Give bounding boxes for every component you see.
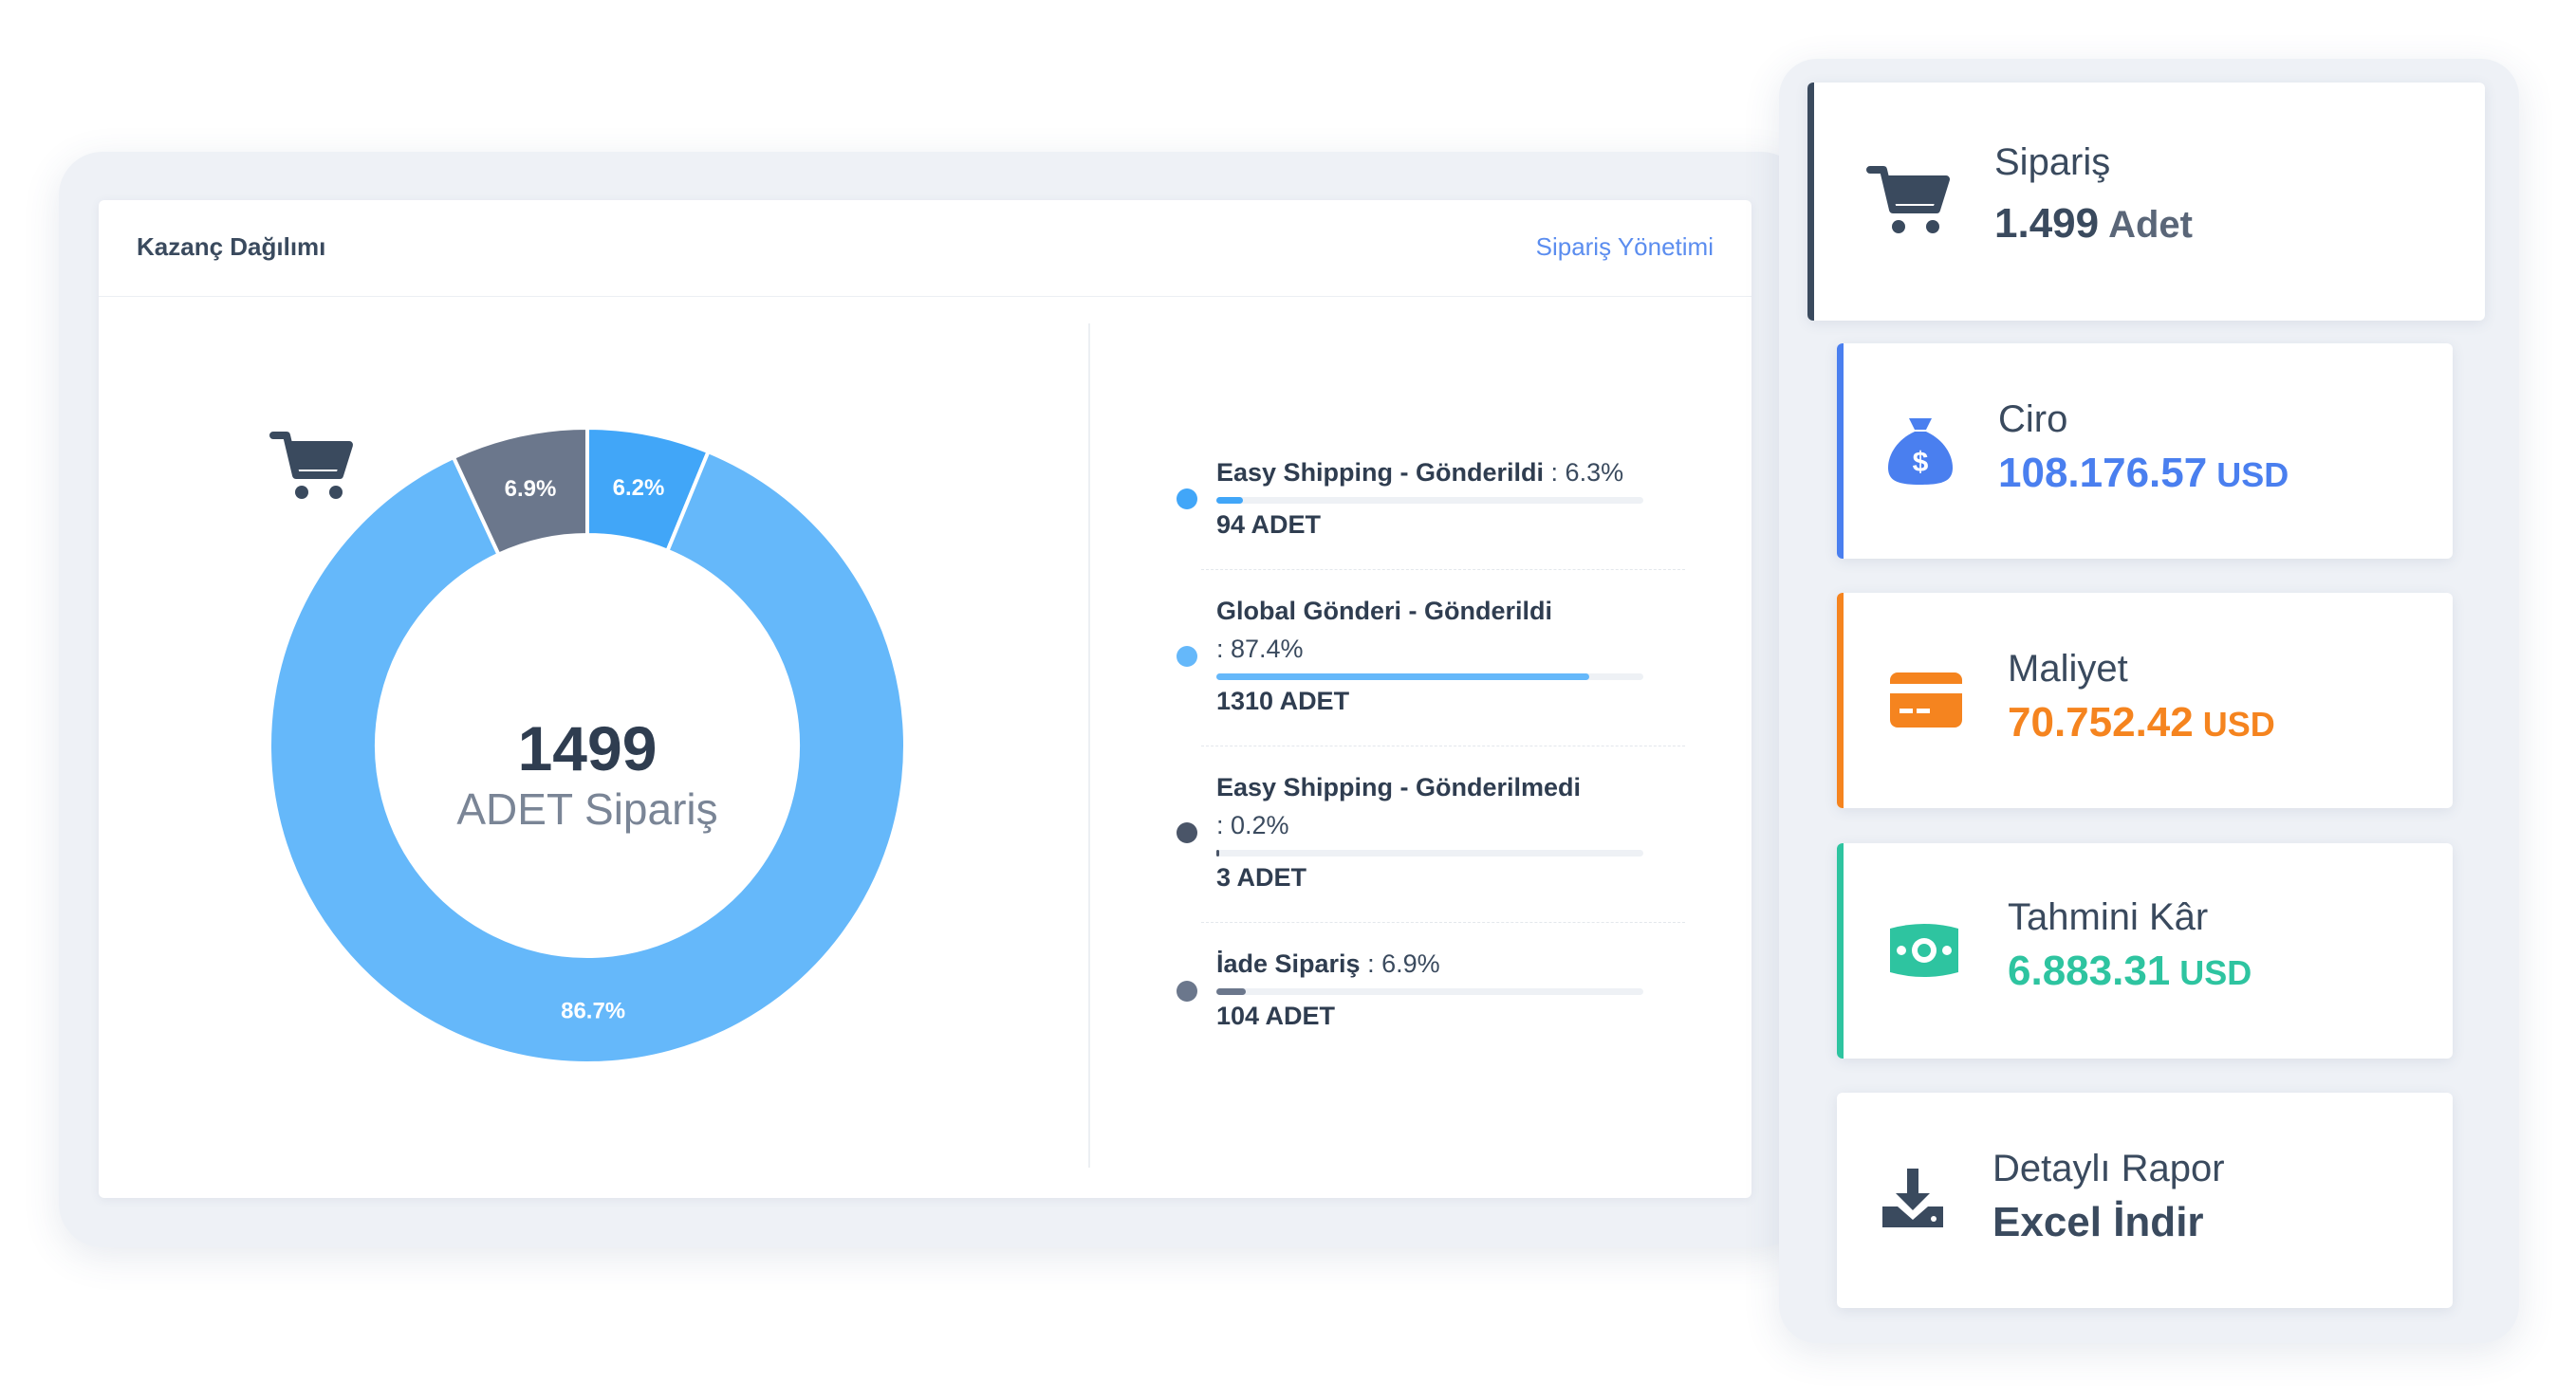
kpi-unit: Adet	[2108, 204, 2193, 246]
legend-item-count: 104 ADET	[1216, 1002, 1336, 1030]
kpi-value-number: 1.499	[1994, 200, 2100, 247]
legend-list: Easy Shipping - Gönderildi : 6.3% 94 ADE…	[1177, 0, 1708, 1400]
legend-progress-bar	[1216, 988, 1643, 995]
credit-card-icon	[1890, 672, 1962, 728]
legend-dot	[1177, 822, 1197, 843]
legend-separator	[1201, 922, 1685, 923]
legend-progress-bar	[1216, 850, 1643, 857]
card-title: Kazanç Dağılımı	[137, 232, 326, 261]
kpi-value: Excel İndir	[1992, 1199, 2204, 1245]
kpi-label: Tahmini Kâr	[2008, 896, 2209, 938]
legend-dot	[1177, 981, 1197, 1002]
donut-svg: 6.2% 86.7% 6.9%	[269, 428, 905, 1063]
svg-text:$: $	[1913, 447, 1929, 478]
legend-item-text: Global Gönderi - Gönderildi : 87.4%	[1216, 592, 1662, 668]
cart-icon	[1866, 166, 1950, 233]
legend-dot	[1177, 646, 1197, 667]
cart-icon	[269, 432, 353, 499]
kpi-card-cost: Maliyet 70.752.42 USD	[1837, 593, 2453, 808]
legend-item-text: Easy Shipping - Gönderilmedi : 0.2%	[1216, 768, 1662, 844]
legend-progress-bar	[1216, 673, 1643, 680]
legend-item-percent: : 6.9%	[1367, 949, 1440, 978]
kpi-label: Sipariş	[1994, 141, 2111, 183]
kpi-card-revenue: $ Ciro 108.176.57 USD	[1837, 343, 2453, 559]
donut-slice-label: 6.9%	[505, 476, 557, 502]
kpi-accent	[1837, 593, 1844, 808]
kpi-accent	[1837, 343, 1844, 559]
donut-slice-label: 6.2%	[613, 475, 665, 501]
kpi-value-number: 6.883.31	[2008, 948, 2171, 994]
kpi-value: 6.883.31 USD	[2008, 948, 2252, 995]
kpi-value: 108.176.57 USD	[1998, 450, 2289, 497]
kpi-accent	[1837, 843, 1844, 1059]
legend-item-percent: : 0.2%	[1216, 811, 1289, 839]
kpi-accent	[1807, 83, 1814, 321]
kpi-card-profit: Tahmini Kâr 6.883.31 USD	[1837, 843, 2453, 1059]
kpi-unit: USD	[2202, 705, 2275, 744]
legend-item-count: 3 ADET	[1216, 863, 1307, 892]
legend-item-name: Global Gönderi - Gönderildi	[1216, 597, 1553, 625]
legend-item-percent: : 6.3%	[1550, 458, 1624, 487]
download-icon	[1882, 1169, 1943, 1227]
donut-slice-label: 86.7%	[561, 998, 625, 1023]
legend-separator	[1201, 569, 1685, 570]
legend-progress-fill	[1216, 988, 1247, 995]
kpi-value: 1.499 Adet	[1994, 200, 2193, 248]
money-bag-icon: $	[1888, 418, 1953, 485]
kpi-label: Maliyet	[2008, 648, 2128, 690]
excel-download-button[interactable]: Detaylı Rapor Excel İndir	[1837, 1093, 2453, 1308]
legend-item-name: İade Sipariş	[1216, 949, 1361, 978]
legend-item-text: Easy Shipping - Gönderildi : 6.3%	[1216, 453, 1662, 491]
kpi-unit: USD	[2179, 953, 2252, 992]
kpi-unit: USD	[2216, 455, 2289, 494]
kpi-label: Detaylı Rapor	[1992, 1148, 2225, 1189]
legend-item-name: Easy Shipping - Gönderildi	[1216, 458, 1545, 487]
card-header: Kazanç Dağılımı Sipariş Yönetimi	[99, 200, 1751, 297]
legend-item-name: Easy Shipping - Gönderilmedi	[1216, 773, 1582, 801]
banknote-icon	[1890, 924, 1958, 977]
kpi-value-number: 108.176.57	[1998, 450, 2208, 496]
legend-dot	[1177, 488, 1197, 509]
legend-progress-fill	[1216, 850, 1219, 857]
donut-hole	[377, 535, 798, 956]
legend-item-percent: : 87.4%	[1216, 635, 1304, 663]
kpi-label: Ciro	[1998, 398, 2068, 440]
kpi-card-orders: Sipariş 1.499 Adet	[1807, 83, 2485, 321]
legend-item-count: 94 ADET	[1216, 510, 1322, 539]
kpi-value: 70.752.42 USD	[2008, 699, 2275, 746]
legend-item-text: İade Sipariş : 6.9%	[1216, 945, 1662, 983]
total-orders-label: ADET Sipariş	[456, 784, 718, 834]
legend-progress-fill	[1216, 673, 1590, 680]
legend-progress-fill	[1216, 497, 1244, 504]
legend-progress-bar	[1216, 497, 1643, 504]
earnings-distribution-card: Kazanç Dağılımı Sipariş Yönetimi 6.2% 86.…	[99, 200, 1751, 1198]
order-management-link[interactable]: Sipariş Yönetimi	[1535, 232, 1714, 261]
donut-chart: 6.2% 86.7% 6.9% 1499 ADET Sipariş	[269, 428, 905, 1063]
divider	[1088, 323, 1090, 1168]
legend-item-count: 1310 ADET	[1216, 687, 1350, 715]
kpi-value-number: 70.752.42	[2008, 699, 2194, 746]
total-orders-value: 1499	[517, 713, 658, 783]
